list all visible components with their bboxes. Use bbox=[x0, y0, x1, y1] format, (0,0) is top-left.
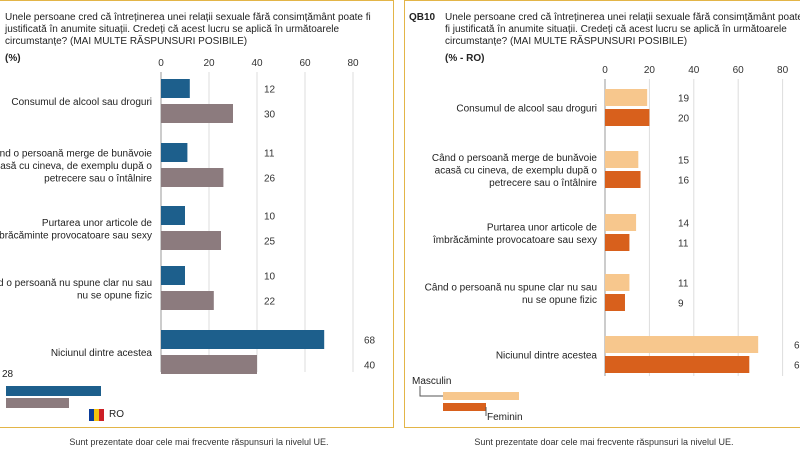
left-value-label: 10 bbox=[264, 272, 276, 283]
left-footnote: Sunt prezentate doar cele mai frecvente … bbox=[69, 437, 329, 447]
legend-swatch-male bbox=[443, 392, 519, 400]
right-value-label: 20 bbox=[678, 114, 690, 125]
legend-female-label: Feminin bbox=[487, 412, 523, 423]
left-category-label: Când o persoană merge de bunăvoie bbox=[0, 149, 152, 160]
left-bar-eu bbox=[161, 355, 257, 374]
flag-ro-blue bbox=[89, 409, 94, 421]
right-tick-label: 40 bbox=[688, 65, 700, 76]
right-bar-feminin bbox=[605, 234, 630, 251]
legend-value-label: 28 bbox=[2, 369, 14, 380]
right-bar-masculin bbox=[605, 151, 639, 168]
legend-swatch-female bbox=[443, 403, 486, 411]
left-tick-label: 80 bbox=[347, 58, 359, 69]
left-category-label: Consumul de alcool sau droguri bbox=[11, 97, 152, 108]
right-bar-feminin bbox=[605, 109, 650, 126]
left-category-label: acasă cu cineva, de exemplu după o bbox=[0, 161, 152, 172]
right-tick-label: 80 bbox=[777, 65, 789, 76]
left-value-label: 68 bbox=[364, 336, 376, 347]
right-category-label: nu se opune fizic bbox=[522, 295, 597, 306]
left-value-label: 25 bbox=[264, 237, 276, 248]
right-category-label: îmbrăcăminte provocatoare sau sexy bbox=[432, 235, 597, 246]
right-bar-feminin bbox=[605, 171, 641, 188]
right-value-label: 9 bbox=[678, 299, 684, 310]
left-value-label: 40 bbox=[364, 361, 376, 372]
left-bar-eu bbox=[161, 231, 221, 250]
left-bar-eu bbox=[161, 104, 233, 123]
left-bar-ro bbox=[161, 79, 190, 98]
left-category-label: Când o persoană nu spune clar nu sau bbox=[0, 278, 152, 289]
right-value-label: 19 bbox=[678, 94, 690, 105]
right-tick-label: 60 bbox=[733, 65, 745, 76]
left-category-label: Purtarea unor articole de bbox=[42, 218, 153, 229]
left-tick-label: 60 bbox=[299, 58, 311, 69]
right-value-label: 11 bbox=[678, 279, 689, 290]
right-value-label: 15 bbox=[678, 156, 690, 167]
right-bar-masculin bbox=[605, 214, 637, 231]
left-bar-ro bbox=[161, 206, 185, 225]
left-value-label: 30 bbox=[264, 110, 276, 121]
left-bar-ro bbox=[161, 143, 188, 162]
left-question: Unele persoane cred că întreținerea unei… bbox=[5, 12, 371, 47]
left-bar-eu bbox=[161, 291, 214, 310]
left-unit-label: (%) bbox=[5, 53, 21, 64]
left-category-label: petrecere sau o întâlnire bbox=[44, 174, 152, 185]
right-value-label: 69 bbox=[794, 341, 800, 352]
left-tick-label: 40 bbox=[251, 58, 263, 69]
left-tick-label: 0 bbox=[158, 58, 164, 69]
right-bar-masculin bbox=[605, 336, 759, 353]
right-tick-label: 0 bbox=[602, 65, 608, 76]
right-value-label: 16 bbox=[678, 176, 690, 187]
right-footnote: Sunt prezentate doar cele mai frecvente … bbox=[474, 437, 734, 447]
right-tick-label: 20 bbox=[644, 65, 656, 76]
legend-male-label: Masculin bbox=[412, 376, 452, 387]
left-category-label: Niciunul dintre acestea bbox=[51, 348, 153, 359]
legend-swatch-ro bbox=[6, 386, 101, 396]
right-value-label: 11 bbox=[678, 239, 689, 250]
right-value-label: 65 bbox=[794, 361, 800, 372]
right-category-label: acasă cu cineva, de exemplu după o bbox=[435, 166, 598, 177]
right-bar-masculin bbox=[605, 89, 648, 106]
left-bar-eu bbox=[161, 168, 224, 187]
flag-ro-yellow bbox=[94, 409, 99, 421]
left-value-label: 26 bbox=[264, 174, 276, 185]
right-category-label: Purtarea unor articole de bbox=[487, 222, 598, 233]
right-category-label: Consumul de alcool sau droguri bbox=[456, 104, 597, 115]
left-bar-ro bbox=[161, 266, 185, 285]
legend-connector-male bbox=[419, 386, 443, 397]
right-question: Unele persoane cred că întreținerea unei… bbox=[445, 12, 800, 47]
left-value-label: 12 bbox=[264, 85, 276, 96]
question-code: QB10 bbox=[409, 12, 436, 23]
left-category-label: îmbrăcăminte provocatoare sau sexy bbox=[0, 230, 152, 241]
right-bar-masculin bbox=[605, 274, 630, 291]
left-category-label: nu se opune fizic bbox=[77, 290, 152, 301]
left-tick-label: 20 bbox=[203, 58, 215, 69]
right-category-label: Niciunul dintre acestea bbox=[496, 351, 598, 362]
right-category-label: Când o persoană nu spune clar nu sau bbox=[425, 282, 597, 293]
legend-swatch-eu bbox=[6, 398, 69, 408]
right-category-label: Când o persoană merge de bunăvoie bbox=[432, 153, 598, 164]
right-category-label: petrecere sau o întâlnire bbox=[489, 178, 597, 189]
left-value-label: 22 bbox=[264, 297, 276, 308]
right-bar-feminin bbox=[605, 356, 750, 373]
left-bar-ro bbox=[161, 330, 325, 349]
legend-country-label: RO bbox=[109, 409, 124, 420]
left-value-label: 11 bbox=[264, 149, 275, 160]
left-value-label: 10 bbox=[264, 212, 276, 223]
right-unit-label: (% - RO) bbox=[445, 53, 485, 64]
flag-ro-red bbox=[99, 409, 104, 421]
right-value-label: 14 bbox=[678, 219, 690, 230]
right-bar-feminin bbox=[605, 294, 625, 311]
